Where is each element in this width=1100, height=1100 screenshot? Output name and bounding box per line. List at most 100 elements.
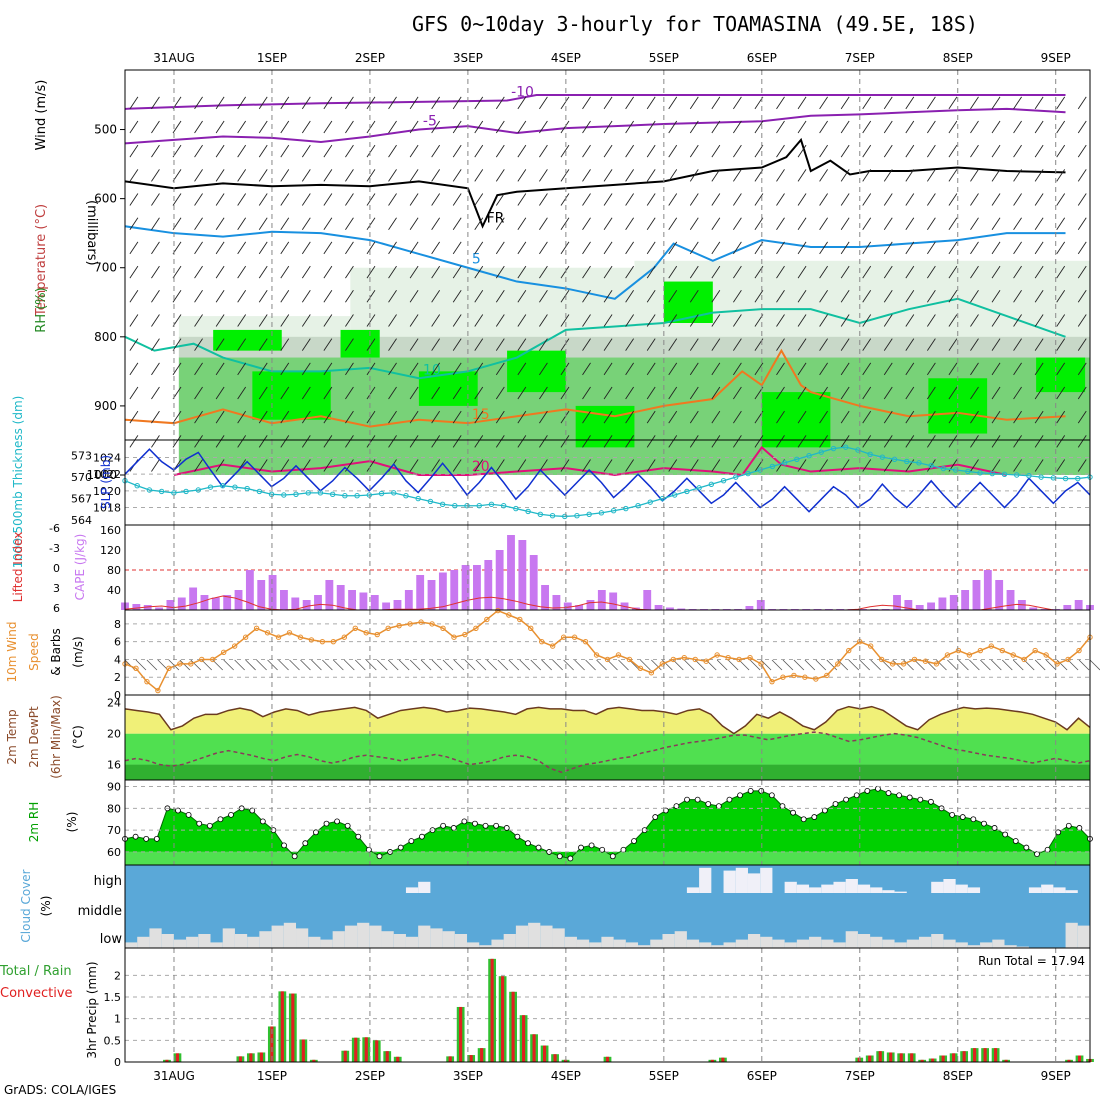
- wind-barb: [776, 290, 785, 303]
- cape-bar: [461, 565, 470, 610]
- wind-barb: [733, 386, 742, 400]
- wind-barb: [280, 169, 290, 182]
- day-label-bottom: 4SEP: [551, 1069, 581, 1083]
- wind-barb: [970, 193, 979, 206]
- temp-label-line2: 2m DewPt: [27, 706, 41, 768]
- wind-speed-point: [528, 625, 534, 632]
- cloud-low-bar: [369, 925, 382, 948]
- wind-barb: [991, 386, 1001, 400]
- wind-speed-point: [582, 638, 589, 645]
- wind-barb: [172, 120, 182, 134]
- wind-barb: [625, 144, 634, 158]
- wind-barb: [280, 362, 290, 376]
- thickness-point: [366, 492, 373, 498]
- wind-barb-10m: [969, 659, 980, 671]
- wind-barb: [345, 96, 354, 110]
- wind-barb: [603, 144, 613, 158]
- thickness-point: [720, 478, 727, 484]
- wind-speed-point: [571, 634, 578, 640]
- wind-barb: [926, 338, 936, 351]
- wind-speed-point: [1054, 661, 1060, 667]
- wind-barb: [1056, 169, 1066, 182]
- wind-barb: [258, 193, 268, 206]
- wind-barb: [776, 435, 785, 448]
- wind-barb: [129, 120, 139, 134]
- li-tick-label: -3: [49, 542, 60, 555]
- thickness-point: [769, 463, 776, 470]
- wind-barb: [646, 435, 656, 448]
- thickness-point: [427, 498, 434, 505]
- wind-barb: [668, 386, 678, 400]
- rh-shade-block: [340, 329, 380, 358]
- rh-point: [259, 818, 266, 825]
- wind-barb: [797, 120, 807, 134]
- wind-speed-point: [473, 625, 479, 632]
- wind-barb: [883, 314, 893, 327]
- wind-barb: [776, 96, 785, 110]
- rh-point: [811, 814, 818, 820]
- thickness-point: [342, 493, 348, 499]
- wind-barb: [646, 362, 656, 376]
- wind-barb: [539, 169, 548, 182]
- rh-point: [175, 807, 181, 814]
- wind-barb: [452, 435, 462, 448]
- rh-point: [302, 840, 309, 847]
- wind-barb: [883, 96, 893, 110]
- upper-axis-units: (millibars): [84, 200, 99, 266]
- wind-speed-point: [747, 654, 753, 661]
- wind-barb: [345, 241, 354, 255]
- thickness-point: [134, 483, 140, 489]
- wind-barb: [366, 120, 376, 134]
- thickness-point: [1038, 474, 1044, 480]
- cloud-high-bar: [1053, 887, 1066, 893]
- day-label-bottom: 7SEP: [845, 1069, 875, 1083]
- wind-barb: [625, 290, 634, 303]
- thickness-point: [232, 484, 238, 490]
- cape-bar: [404, 590, 413, 610]
- rh-point: [790, 809, 796, 816]
- rh-point: [376, 853, 383, 860]
- cloud-low-bar: [796, 939, 810, 948]
- rh-point: [662, 807, 669, 814]
- wind-barb: [603, 96, 613, 110]
- wind-barb: [474, 459, 484, 472]
- isotherm-line: [124, 137, 1066, 229]
- wind-barb: [711, 144, 721, 158]
- wind-barb: [345, 290, 354, 303]
- wind-barb: [560, 290, 570, 303]
- wind-speed-point: [988, 643, 995, 649]
- thickness-point: [781, 460, 788, 466]
- wind-barb: [237, 169, 247, 182]
- wind-barb: [1056, 459, 1066, 472]
- wind-barb: [237, 144, 247, 158]
- wind-barb: [776, 193, 785, 206]
- wind-speed-point: [506, 612, 512, 618]
- wind-barb: [366, 459, 376, 472]
- wind-barb: [948, 193, 958, 206]
- wind-barb: [991, 96, 1001, 110]
- wind-barb: [129, 435, 139, 448]
- wind-barb: [237, 193, 247, 206]
- wind-barb: [1034, 96, 1044, 110]
- wind-barb: [668, 217, 678, 230]
- cape-bar: [518, 540, 527, 610]
- precip-conv-bar: [878, 1051, 882, 1062]
- precip-conv-bar: [605, 1056, 610, 1062]
- wind-barb: [840, 193, 850, 206]
- wind-speed-point: [133, 665, 139, 672]
- wind-barb: [862, 410, 872, 424]
- wind-barb: [539, 241, 548, 255]
- wind-speed-point: [703, 658, 709, 664]
- wind-barb: [970, 338, 979, 351]
- precip-conv-bar: [469, 1055, 473, 1062]
- wind-barb: [970, 265, 979, 279]
- wind-barb: [862, 435, 872, 448]
- wind-speed-point: [670, 656, 676, 663]
- wind-barb: [862, 362, 872, 376]
- wind-barb: [129, 169, 139, 182]
- pressure-tick-label: 700: [94, 261, 117, 275]
- precip-conv-bar: [532, 1034, 536, 1062]
- wind-barb: [603, 435, 613, 448]
- wind-barb: [280, 96, 290, 110]
- wind-barb: [151, 120, 160, 134]
